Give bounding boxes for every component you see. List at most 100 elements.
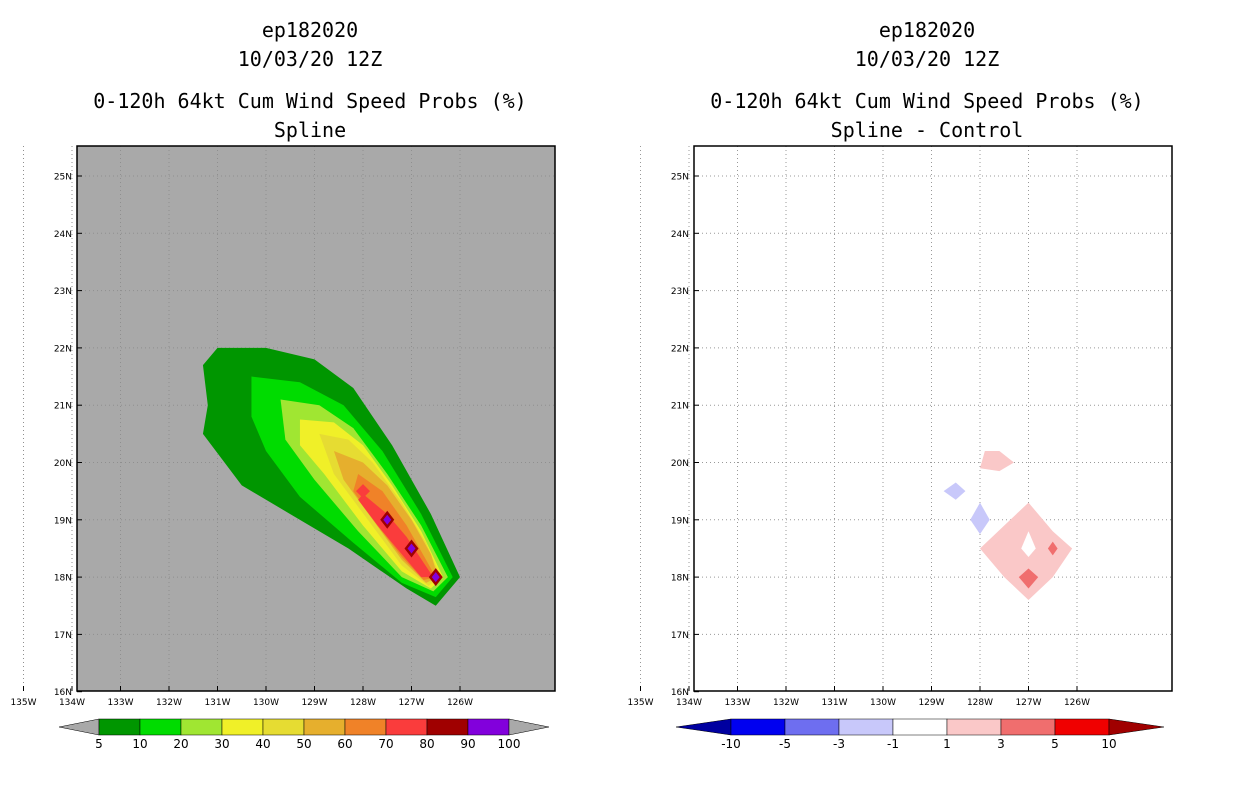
left-colorbar-label: 70 — [378, 737, 393, 751]
right-xtick-label: 134W — [676, 698, 702, 708]
right-colorbar-label: -10 — [721, 737, 741, 751]
left-colorbar-swatch — [426, 718, 469, 736]
right-colorbar-swatch — [1054, 718, 1110, 736]
left-colorbar-label: 100 — [498, 737, 521, 751]
right-colorbar-label: 3 — [997, 737, 1005, 751]
left-colorbar-swatch — [385, 718, 428, 736]
right-ytick-label: 18N — [671, 574, 689, 584]
right-title-block: ep182020 10/03/20 12Z 0-120h 64kt Cum Wi… — [627, 16, 1227, 145]
left-colorbar-label: 20 — [173, 737, 188, 751]
diff-positive-1-north — [980, 451, 1014, 472]
left-ytick-label: 17N — [54, 631, 72, 641]
right-ytick-label: 24N — [671, 230, 689, 240]
left-colorbar-label: 50 — [296, 737, 311, 751]
right-xtick-label: 126W — [1064, 698, 1090, 708]
left-xtick-label: 133W — [107, 698, 133, 708]
diff-negative-1-a — [943, 482, 966, 500]
right-xtick-label: 132W — [773, 698, 799, 708]
diff-zero-hole — [1021, 531, 1036, 558]
right-colorbar-swatch — [838, 718, 894, 736]
right-xtick-label: 128W — [967, 698, 993, 708]
prob-peak-90 — [407, 543, 416, 554]
left-colorbar-label: 90 — [460, 737, 475, 751]
right-ytick-label: 19N — [671, 516, 689, 526]
left-xtick-label: 127W — [398, 698, 424, 708]
right-colorbar-label: 1 — [943, 737, 951, 751]
diff-positive-3-a — [1018, 568, 1039, 589]
left-colorbar-swatch — [344, 718, 387, 736]
right-colorbar-label: -5 — [779, 737, 791, 751]
left-xtick-label: 132W — [156, 698, 182, 708]
right-xtick-label: 133W — [724, 698, 750, 708]
left-title-block: ep182020 10/03/20 12Z 0-120h 64kt Cum Wi… — [10, 16, 610, 145]
left-colorbar-label: 30 — [214, 737, 229, 751]
diff-positive-3-b — [1047, 541, 1058, 556]
prob-peak-marker — [359, 487, 367, 496]
left-title-product: 0-120h 64kt Cum Wind Speed Probs (%) — [93, 89, 527, 113]
left-colorbar-swatch — [303, 718, 346, 736]
left-colorbar-label: 80 — [419, 737, 434, 751]
right-xtick-label: 127W — [1015, 698, 1041, 708]
left-xtick-label: 126W — [447, 698, 473, 708]
right-ytick-label: 20N — [671, 459, 689, 469]
right-ytick-label: 21N — [671, 402, 689, 412]
left-ytick-label: 24N — [54, 230, 72, 240]
left-colorbar-label: 5 — [95, 737, 103, 751]
right-map-frame — [693, 145, 1173, 692]
right-map-background — [694, 146, 1172, 691]
left-xtick-label: 128W — [350, 698, 376, 708]
right-title-product: 0-120h 64kt Cum Wind Speed Probs (%) — [710, 89, 1144, 113]
right-colorbar-label: -1 — [887, 737, 899, 751]
prob-peak-90 — [431, 572, 440, 583]
left-title-date: 10/03/20 12Z — [237, 47, 383, 71]
right-colorbar-cap-right — [1108, 718, 1165, 736]
left-colorbar-swatch — [262, 718, 305, 736]
left-colorbar-swatch — [221, 718, 264, 736]
right-ytick-label: 22N — [671, 344, 689, 354]
prob-peak-90 — [383, 514, 392, 525]
diff-negative-1-b — [970, 502, 990, 535]
left-probability-contours — [202, 347, 460, 606]
left-colorbar-label: 60 — [337, 737, 352, 751]
left-ytick-label: 23N — [54, 287, 72, 297]
right-ytick-label: 25N — [671, 173, 689, 183]
right-colorbar-label: 5 — [1051, 737, 1059, 751]
right-gridlines — [640, 146, 1172, 691]
right-ytick-label: 16N — [671, 688, 689, 698]
left-colorbar-swatch — [98, 718, 141, 736]
right-difference-contours — [943, 451, 1073, 601]
left-xtick-label: 131W — [204, 698, 230, 708]
right-ytick-label: 17N — [671, 631, 689, 641]
right-colorbar-swatch — [730, 718, 786, 736]
right-title-method: Spline - Control — [830, 118, 1024, 142]
right-colorbar-cap-left — [675, 718, 732, 736]
left-y-axis: 25N 24N 23N 22N 21N 20N 19N 18N 17N 16N — [54, 173, 82, 698]
left-xtick-label: 134W — [59, 698, 85, 708]
right-colorbar-label: -3 — [833, 737, 845, 751]
left-title-storm: ep182020 — [261, 18, 359, 42]
right-colorbar-label: 10 — [1101, 737, 1116, 751]
left-ytick-label: 21N — [54, 402, 72, 412]
right-colorbar-swatch — [784, 718, 840, 736]
left-ytick-label: 20N — [54, 459, 72, 469]
left-colorbar-cap-left — [58, 718, 100, 736]
left-colorbar: 5 10 20 30 40 50 60 70 80 90 100 — [58, 718, 550, 751]
right-title-date: 10/03/20 12Z — [854, 47, 1000, 71]
right-x-axis: 135W 134W 133W 132W 131W 130W 129W 128W 127W 126W — [627, 686, 1090, 708]
right-colorbar-swatch — [892, 718, 948, 736]
left-colorbar-swatch — [180, 718, 223, 736]
left-ytick-label: 22N — [54, 344, 72, 354]
right-colorbar-swatch — [946, 718, 1002, 736]
left-colorbar-label: 40 — [255, 737, 270, 751]
right-xtick-label: 135W — [627, 698, 653, 708]
left-colorbar-cap-right — [508, 718, 550, 736]
left-colorbar-swatch — [467, 718, 510, 736]
left-title-method: Spline — [273, 118, 347, 142]
left-ytick-label: 18N — [54, 574, 72, 584]
left-x-axis: 135W 134W 133W 132W 131W 130W 129W 128W 127W 126W — [10, 686, 473, 708]
left-xtick-label: 129W — [301, 698, 327, 708]
left-ytick-label: 16N — [54, 688, 72, 698]
